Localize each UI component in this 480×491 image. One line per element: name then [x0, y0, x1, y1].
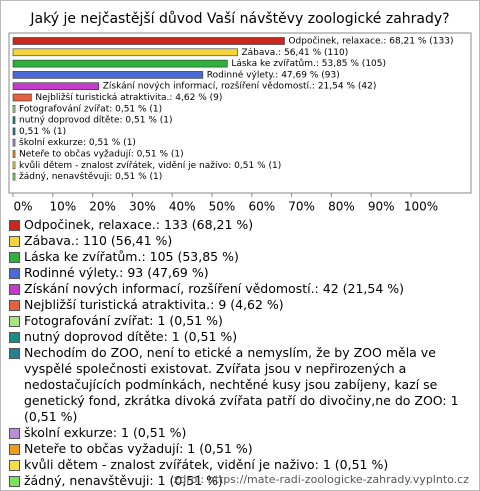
legend-entry: Rodinné výlety.: 93 (47,69 %)	[9, 265, 471, 281]
value-label: Odpočinek, relaxace.: 68,21 % (133)	[288, 36, 453, 47]
bar	[12, 59, 228, 68]
legend-label: Nejbližší turistická atraktivita.: 9 (4,…	[24, 297, 284, 312]
value-label: žádný, nenavštěvuji: 0,51 % (1)	[19, 171, 162, 182]
legend-label: školní exkurze: 1 (0,51 %)	[24, 425, 187, 440]
value-label: Rodinné výlety.: 47,69 % (93)	[207, 69, 340, 80]
legend-swatch	[9, 252, 20, 263]
legend-swatch	[9, 284, 20, 295]
legend-label: Fotografování zvířat: 1 (0,51 %)	[24, 313, 223, 328]
bar	[12, 71, 204, 79]
legend-swatch	[9, 348, 20, 359]
bar	[12, 105, 16, 113]
legend-entry: Nejbližší turistická atraktivita.: 9 (4,…	[9, 297, 471, 313]
legend-entry: Nechodím do ZOO, není to etické a nemysl…	[9, 345, 471, 425]
legend-entry: Láska ke zvířatům.: 105 (53,85 %)	[9, 249, 471, 265]
chart-title: Jaký je nejčastější důvod Vaší návštěvy …	[29, 11, 449, 27]
value-label: Fotografování zvířat: 0,51 % (1)	[19, 104, 162, 114]
legend-entry: Zábava.: 110 (56,41 %)	[9, 233, 471, 249]
value-label: Získání nových informací, rozšíření vědo…	[103, 81, 377, 92]
bar	[12, 127, 16, 136]
x-tick-label: 100%	[404, 200, 438, 214]
bar	[12, 172, 16, 181]
bar	[12, 37, 285, 45]
x-tick-label: 0%	[13, 200, 32, 214]
legend-swatch	[9, 444, 20, 455]
legend-label: Nechodím do ZOO, není to etické a nemysl…	[24, 345, 459, 424]
legend-label: Odpočinek, relaxace.: 133 (68,21 %)	[24, 217, 254, 232]
legend-swatch	[9, 236, 20, 247]
legend: Odpočinek, relaxace.: 133 (68,21 %) Zábav…	[9, 217, 471, 489]
legend-label: kvůli dětem - znalost zvířátek, vidění j…	[24, 457, 389, 472]
x-tick-label: 30%	[129, 200, 156, 214]
value-label: 0,51 % (1)	[19, 127, 66, 137]
legend-label: Neteře to občas vyžadují: 1 (0,51 %)	[24, 441, 253, 456]
x-tick-label: 50%	[209, 200, 236, 214]
bar	[12, 93, 32, 102]
source: zdroj: https://mate-radi-zoologicke-zahr…	[173, 473, 469, 486]
legend-entry: školní exkurze: 1 (0,51 %)	[9, 425, 471, 441]
legend-swatch	[9, 268, 20, 279]
x-tick-label: 80%	[328, 200, 355, 214]
legend-swatch	[9, 428, 20, 439]
value-label: Láska ke zvířatům.: 53,85 % (105)	[231, 58, 386, 69]
legend-label: Láska ke zvířatům.: 105 (53,85 %)	[24, 249, 239, 264]
legend-entry: žádný, nenavštěvuji: 1 (0,51 %)	[9, 473, 471, 489]
plot: Jaký je nejčastější důvod Vaší návštěvy …	[8, 11, 472, 214]
legend-entry: Získání nových informací, rozšíření vědo…	[9, 281, 471, 297]
bar	[12, 138, 16, 147]
x-tick-label: 90%	[368, 200, 395, 214]
legend-entry: Odpočinek, relaxace.: 133 (68,21 %)	[9, 217, 471, 233]
legend-swatch	[9, 476, 20, 487]
value-label: Nejbližší turistická atraktivita.: 4,62 …	[35, 92, 222, 103]
legend-entry: kvůli dětem - znalost zvířátek, vidění j…	[9, 457, 471, 473]
legend-label: nutný doprovod dítěte: 1 (0,51 %)	[24, 329, 238, 344]
legend-swatch	[9, 316, 20, 327]
legend-label: Získání nových informací, rozšíření vědo…	[24, 281, 405, 296]
value-label: kvůli dětem - znalost zvířátek, vidění j…	[19, 160, 281, 171]
bar	[12, 48, 238, 57]
value-label: školní exkurze: 0,51 % (1)	[19, 137, 136, 148]
plot-frame	[8, 32, 472, 194]
legend-swatch	[9, 460, 20, 471]
legend-label: Rodinné výlety.: 93 (47,69 %)	[24, 265, 209, 280]
legend-entry: Neteře to občas vyžadují: 1 (0,51 %)	[9, 441, 471, 457]
legend-label: Zábava.: 110 (56,41 %)	[24, 233, 173, 248]
value-label: Neteře to občas vyžadují: 0,51 % (1)	[19, 149, 184, 160]
value-label: Zábava.: 56,41 % (110)	[242, 48, 349, 58]
legend-swatch	[9, 220, 20, 231]
x-tick-label: 40%	[169, 200, 196, 214]
legend-swatch	[9, 300, 20, 311]
bar	[12, 150, 16, 158]
legend-entry: nutný doprovod dítěte: 1 (0,51 %)	[9, 329, 471, 345]
legend-entry: Fotografování zvířat: 1 (0,51 %)	[9, 313, 471, 329]
bar	[12, 82, 100, 90]
x-tick-label: 60%	[248, 200, 275, 214]
x-tick-label: 70%	[288, 200, 315, 214]
legend-swatch	[9, 332, 20, 343]
x-tick-label: 20%	[89, 200, 116, 214]
bar	[12, 161, 16, 170]
x-tick-label: 10%	[49, 200, 76, 214]
bar	[12, 116, 16, 124]
legend-label: žádný, nenavštěvuji: 1 (0,51 %)	[24, 473, 223, 488]
value-label: nutný doprovod dítěte: 0,51 % (1)	[19, 116, 172, 126]
